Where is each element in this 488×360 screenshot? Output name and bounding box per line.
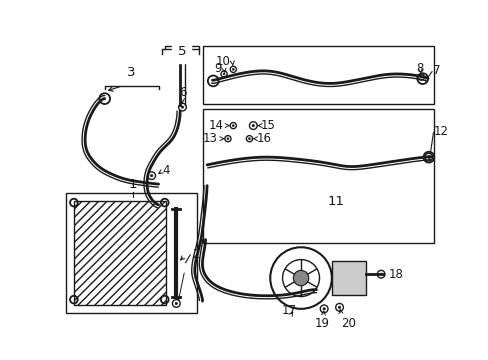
Circle shape xyxy=(175,302,177,305)
Circle shape xyxy=(223,73,224,75)
Text: 5: 5 xyxy=(177,46,185,59)
Text: 4: 4 xyxy=(162,164,170,177)
Text: 7: 7 xyxy=(432,64,440,77)
Circle shape xyxy=(427,156,429,158)
Text: 11: 11 xyxy=(326,194,344,208)
Text: 5: 5 xyxy=(177,45,185,58)
Bar xyxy=(331,261,365,295)
Text: 5: 5 xyxy=(177,45,185,58)
Text: 1: 1 xyxy=(129,178,137,191)
Text: 8: 8 xyxy=(415,62,423,75)
Circle shape xyxy=(232,68,234,70)
Circle shape xyxy=(248,138,250,140)
Text: 20: 20 xyxy=(341,316,355,329)
Bar xyxy=(66,193,197,313)
Bar xyxy=(74,201,166,305)
Text: 3: 3 xyxy=(127,66,136,79)
Text: 10: 10 xyxy=(216,55,230,68)
Circle shape xyxy=(232,125,234,126)
Text: 19: 19 xyxy=(314,317,329,330)
Text: 17: 17 xyxy=(282,303,296,316)
Text: 14: 14 xyxy=(209,119,224,132)
Circle shape xyxy=(226,138,228,140)
Bar xyxy=(203,109,433,243)
Text: 16: 16 xyxy=(256,132,271,145)
Text: 12: 12 xyxy=(432,125,447,138)
Text: 2: 2 xyxy=(191,248,199,261)
Text: 9: 9 xyxy=(214,62,221,75)
Text: 18: 18 xyxy=(388,268,403,281)
Text: 15: 15 xyxy=(261,119,275,132)
Circle shape xyxy=(419,76,421,78)
Text: 13: 13 xyxy=(203,132,218,145)
Circle shape xyxy=(181,106,183,108)
Circle shape xyxy=(379,273,382,275)
Bar xyxy=(203,46,433,104)
Circle shape xyxy=(293,270,308,286)
Circle shape xyxy=(338,306,340,309)
Text: 6: 6 xyxy=(178,86,186,99)
Circle shape xyxy=(252,125,254,127)
Circle shape xyxy=(150,175,153,177)
Circle shape xyxy=(323,308,325,310)
